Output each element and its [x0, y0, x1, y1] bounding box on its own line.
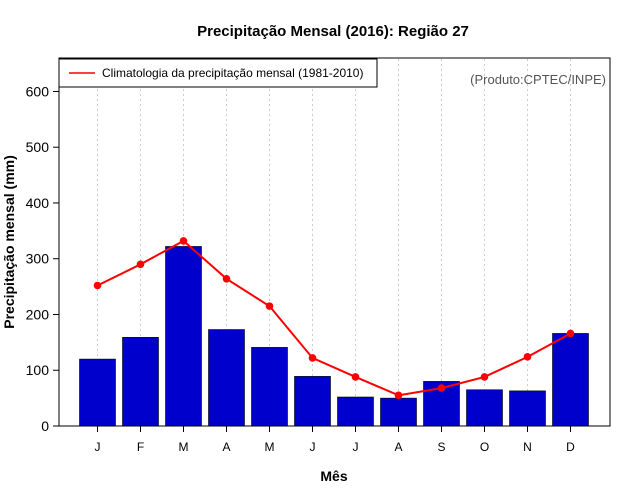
y-axis: 0 100 200 300 400 500 600: [26, 83, 59, 434]
climatology-series: [93, 237, 575, 400]
y-tick-label: 600: [26, 83, 50, 99]
bar-f-2: [122, 337, 159, 427]
bar-j-1: [79, 358, 116, 427]
x-tick-label: A: [394, 440, 402, 454]
x-tick-label: D: [566, 440, 575, 454]
x-tick-label: J: [310, 440, 316, 454]
bar-a-4: [208, 329, 245, 427]
x-tick-label: N: [523, 440, 532, 454]
x-tick-label: J: [95, 440, 101, 454]
x-tick-label: A: [222, 440, 230, 454]
y-tick-label: 300: [26, 251, 50, 267]
y-tick-label: 500: [26, 139, 50, 155]
climatology-point: [308, 354, 317, 362]
climatology-point: [437, 384, 446, 392]
climatology-line: [97, 239, 571, 397]
bar-m-3: [165, 246, 202, 427]
y-axis-label: Precipitação mensal (mm): [1, 155, 17, 329]
bar-o-10: [466, 389, 503, 427]
product-annotation: (Produto:CPTEC/INPE): [470, 72, 606, 87]
x-tick-label: M: [265, 440, 275, 454]
y-tick-label: 100: [26, 362, 50, 378]
y-tick-label: 400: [26, 195, 50, 211]
bar-m-5: [251, 347, 288, 427]
legend: Climatologia da precipitação mensal (198…: [58, 58, 378, 88]
climatology-point: [351, 373, 360, 381]
x-tick-label: S: [437, 440, 445, 454]
x-tick-label: M: [179, 440, 189, 454]
y-tick-label: 0: [41, 418, 49, 434]
bar-j-6: [294, 376, 331, 427]
bars-series: [79, 246, 589, 427]
plot-frame: [58, 57, 611, 427]
y-tick-label: 200: [26, 306, 50, 322]
legend-box: [58, 58, 378, 88]
climatology-point: [222, 275, 231, 283]
bar-n-11: [509, 390, 546, 427]
legend-entry: Climatologia da precipitação mensal (198…: [102, 66, 363, 80]
bar-d-12: [552, 333, 589, 427]
climatology-point: [179, 237, 188, 245]
climatology-point: [265, 302, 274, 310]
climatology-point: [523, 353, 532, 361]
climatology-point: [394, 391, 403, 400]
x-tick-label: F: [137, 440, 144, 454]
x-axis-label: Mês: [320, 468, 347, 484]
bar-j-7: [337, 396, 374, 427]
bar-a-8: [380, 397, 417, 427]
climatology-point: [136, 260, 145, 269]
climatology-point: [566, 329, 575, 338]
climatology-point: [93, 281, 102, 290]
x-tick-label: O: [480, 440, 489, 454]
x-tick-label: J: [353, 440, 359, 454]
chart-title: Precipitação Mensal (2016): Região 27: [197, 23, 469, 40]
climatology-point: [480, 373, 489, 381]
